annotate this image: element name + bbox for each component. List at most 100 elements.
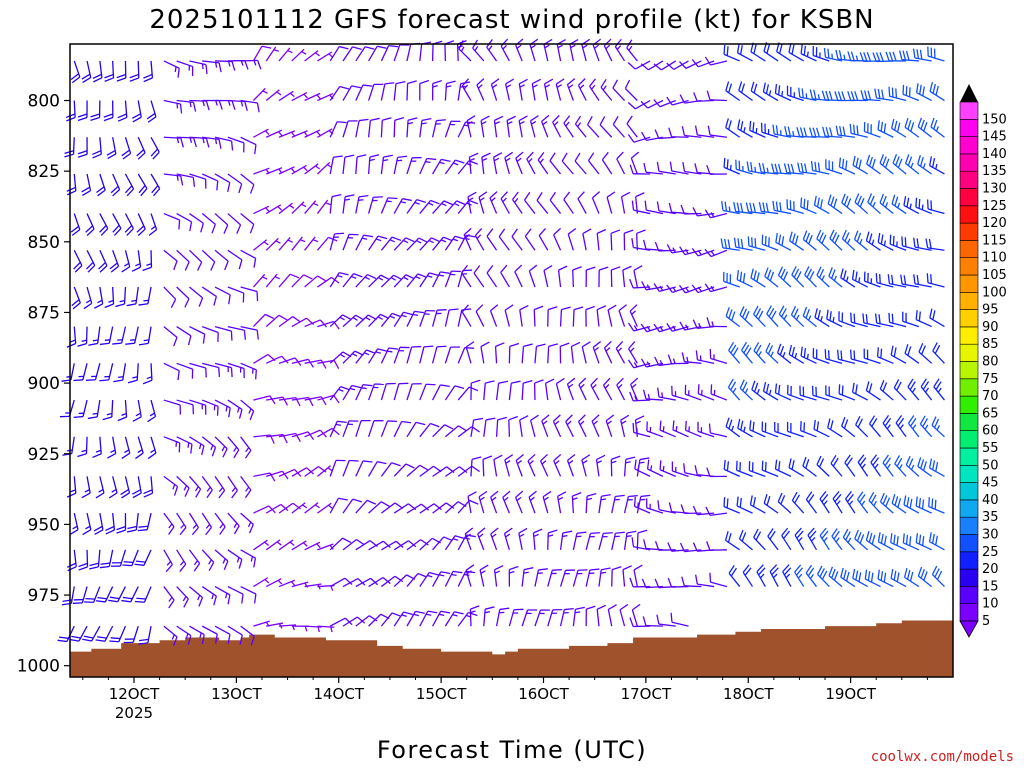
barb-feather [83, 635, 94, 639]
barb-shaft [624, 88, 638, 101]
barb-shaft [842, 536, 856, 551]
barb-feather [370, 577, 379, 586]
wind-barb [477, 527, 486, 551]
barb-feather [567, 377, 576, 385]
wind-barb [329, 459, 346, 477]
wind-barb [547, 529, 558, 550]
barb-half-feather [236, 557, 240, 563]
barb-feather [692, 505, 698, 515]
barb-shaft [380, 120, 383, 138]
wind-barb [380, 82, 395, 101]
wind-barb [904, 344, 920, 364]
barb-feather [841, 229, 847, 240]
barb-feather [868, 383, 873, 393]
wind-barb [201, 549, 215, 571]
barb-shaft [563, 199, 574, 214]
wind-barb [355, 499, 377, 514]
barb-feather [695, 574, 698, 585]
barb-shaft [240, 136, 257, 146]
wind-barb [278, 202, 295, 215]
barb-half-feather [616, 45, 622, 51]
barb-half-feather [621, 420, 627, 425]
wind-barb [877, 532, 894, 551]
barb-feather [509, 565, 519, 571]
wind-barb [829, 229, 843, 251]
barb-shaft [342, 234, 350, 251]
wind-barb [444, 159, 465, 175]
barb-shaft [636, 233, 638, 251]
wind-barb [227, 325, 247, 340]
wind-barb [380, 420, 398, 438]
barb-shaft [82, 363, 88, 380]
barb-shaft [419, 346, 425, 364]
wind-barb [727, 378, 741, 401]
wind-barb [135, 436, 144, 460]
barb-shaft [596, 309, 600, 327]
barb-shaft [431, 346, 438, 364]
barb-feather [228, 407, 231, 418]
barb-feather [772, 124, 775, 135]
wind-barb [431, 119, 446, 138]
barb-feather [581, 454, 591, 461]
barb-half-feather [277, 579, 283, 585]
barb-feather [920, 569, 925, 579]
barb-feather [142, 266, 152, 272]
barb-feather [628, 494, 638, 498]
barb-feather [654, 541, 660, 551]
barb-shaft [304, 236, 316, 251]
y-tick-label: 825 [28, 162, 60, 182]
barb-feather [126, 529, 137, 533]
barb-shaft [253, 505, 270, 514]
barb-shaft [278, 202, 293, 215]
barb-feather [170, 298, 177, 308]
barb-shaft [189, 586, 203, 599]
wind-barb [444, 308, 459, 327]
wind-barb [461, 304, 472, 327]
colorbar-cell [959, 153, 979, 172]
barb-feather [807, 567, 815, 577]
y-tick-label: 875 [28, 303, 60, 323]
wind-barb [623, 456, 636, 477]
barb-shaft [891, 127, 907, 138]
barb-half-feather [303, 166, 308, 172]
barb-feather [173, 636, 178, 646]
barb-feather [515, 490, 524, 498]
wind-barb [342, 120, 358, 138]
barb-shaft [599, 124, 613, 138]
barb-feather [108, 599, 118, 603]
wind-barb [852, 155, 869, 175]
wind-barb [739, 306, 753, 328]
barb-feather [394, 502, 404, 509]
wind-barb [549, 152, 562, 175]
barb-feather [562, 530, 573, 534]
barb-shaft [431, 310, 438, 327]
wind-barb [572, 531, 587, 550]
barb-shaft [131, 549, 139, 566]
barb-feather [586, 492, 597, 497]
barb-feather [280, 503, 289, 512]
barb-feather [433, 503, 442, 511]
wind-barb [631, 200, 651, 215]
wind-barb [738, 529, 753, 551]
wind-barb [519, 304, 529, 327]
wind-barb [898, 50, 919, 62]
barb-shaft [214, 286, 231, 296]
barb-feather [767, 345, 774, 355]
credit-link[interactable]: coolwx.com/models [871, 749, 1014, 765]
wind-barb [89, 549, 101, 570]
wind-barb [265, 355, 289, 364]
barb-feather [893, 120, 898, 131]
wind-barb [529, 115, 539, 138]
barb-feather [753, 342, 760, 352]
barb-feather [630, 377, 639, 385]
barb-half-feather [507, 121, 513, 125]
wind-barb [419, 79, 430, 101]
barb-shaft [800, 430, 817, 438]
wind-barb [777, 266, 792, 288]
wind-barb [667, 354, 689, 365]
barb-feather [629, 304, 638, 312]
barb-half-feather [617, 383, 623, 389]
barb-shaft [457, 83, 462, 101]
barb-feather [846, 493, 854, 503]
barb-feather [870, 454, 878, 463]
